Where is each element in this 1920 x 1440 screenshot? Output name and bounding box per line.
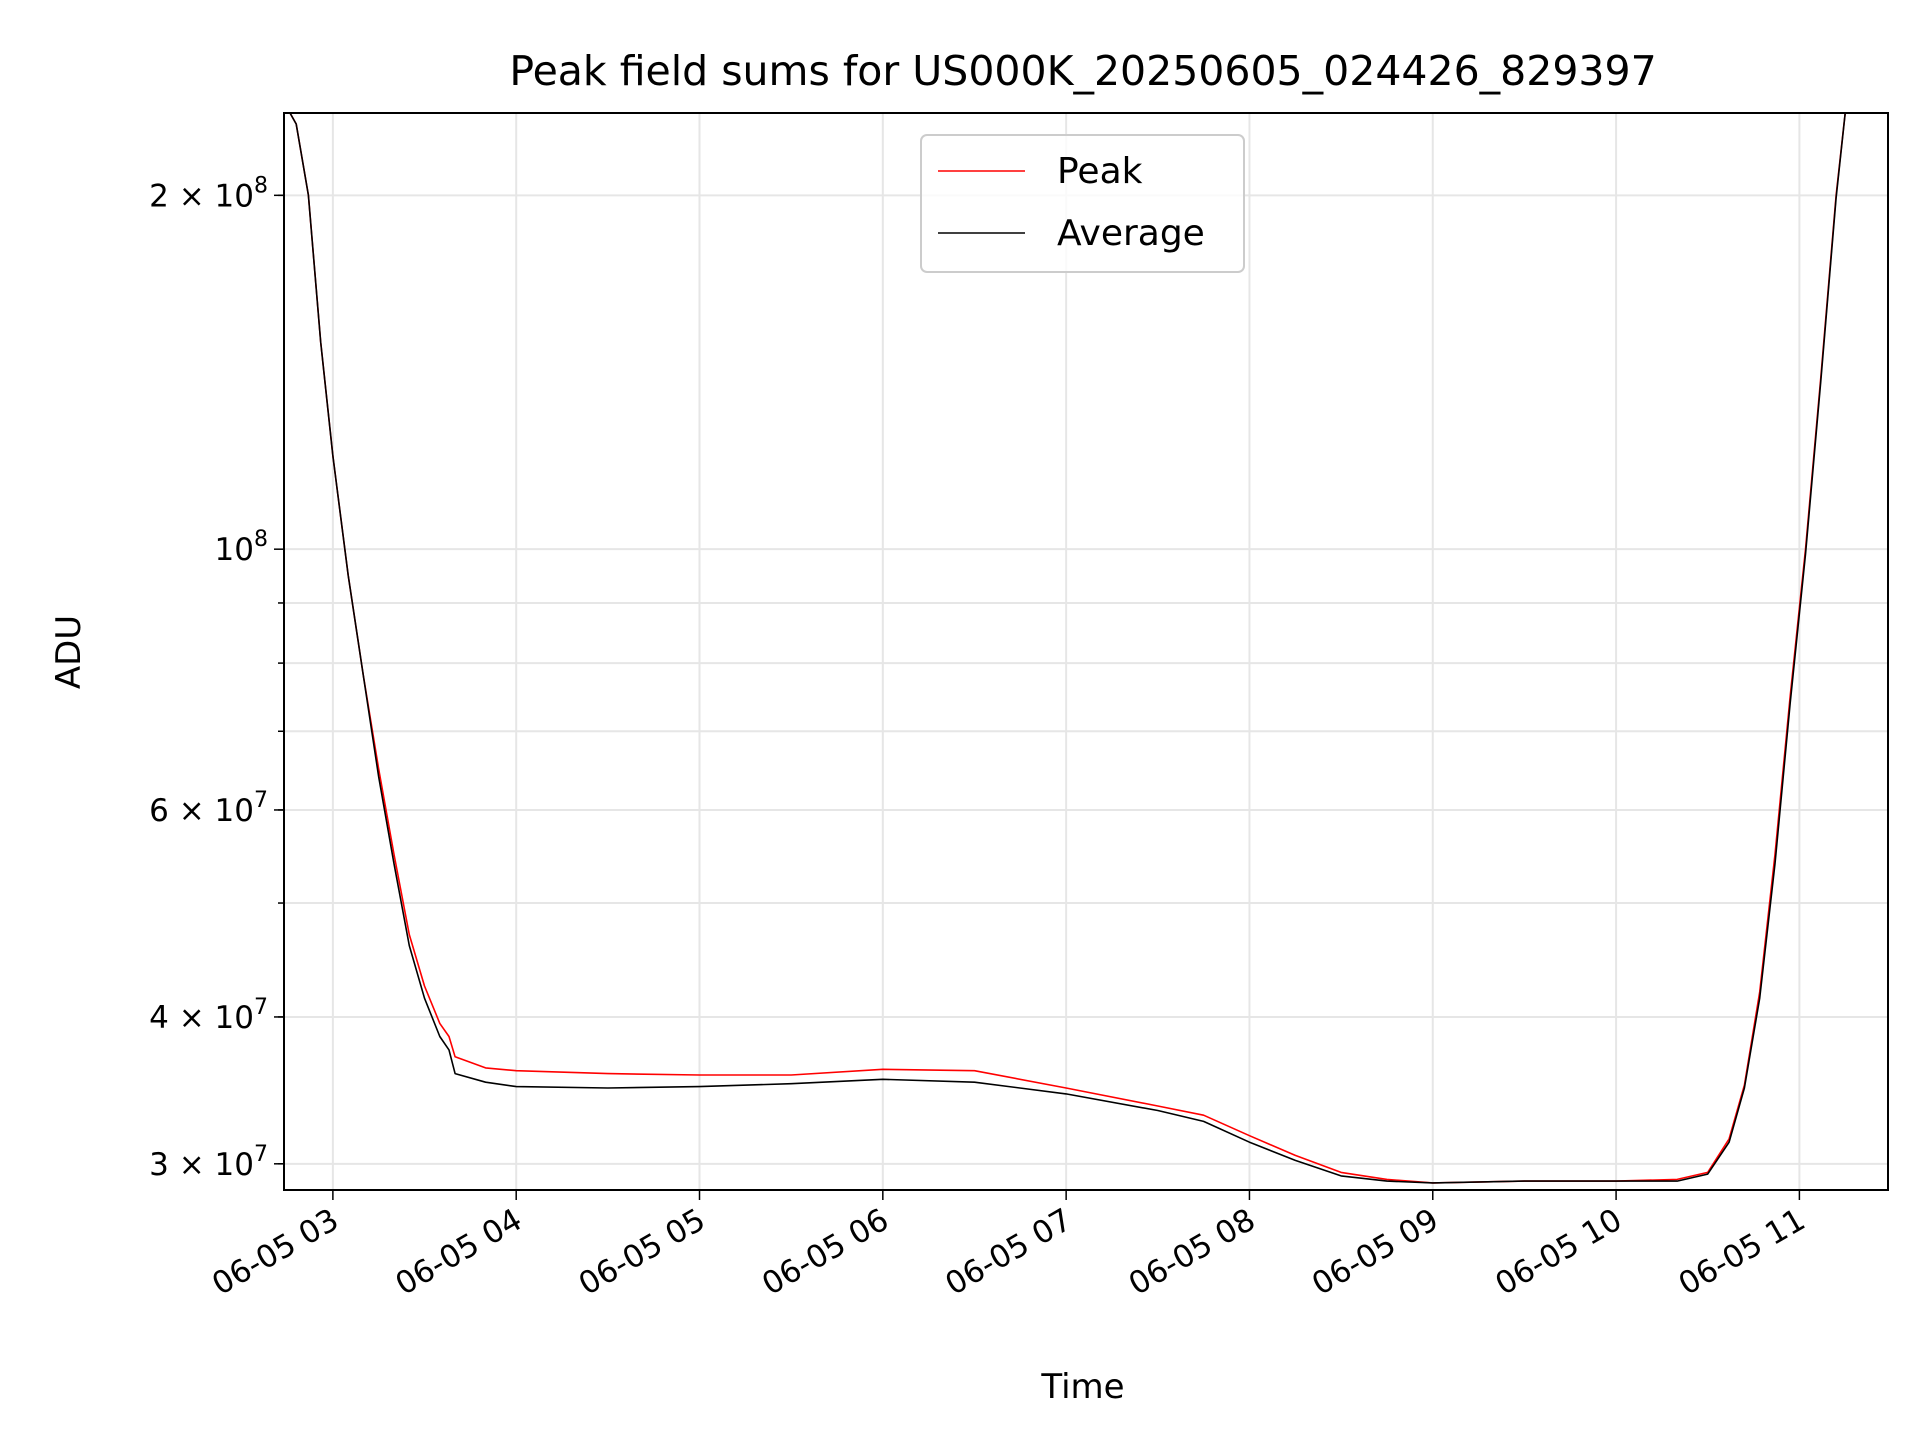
y-tick-label: 4 × 107 (149, 995, 268, 1036)
grid-layer (284, 113, 1888, 1190)
tick-layer (274, 194, 1801, 1200)
legend: Peak Average (920, 134, 1245, 273)
chart-title: Peak field sums for US000K_20250605_0244… (509, 47, 1656, 95)
x-axis-label: Time (1040, 1367, 1124, 1407)
y-tick-label: 108 (215, 527, 268, 568)
legend-peak-label: Peak (1057, 151, 1143, 192)
y-tick-label: 6 × 107 (149, 788, 268, 829)
y-tick-label: 2 × 108 (149, 173, 268, 214)
plot-frame (283, 112, 1889, 1191)
legend-box (920, 134, 1245, 273)
y-axis-label: ADU (49, 615, 89, 689)
y-tick-label: 3 × 107 (149, 1142, 268, 1183)
series-line-average (289, 113, 1847, 1184)
legend-average-label: Average (1057, 213, 1205, 254)
series-layer (289, 113, 1847, 1184)
